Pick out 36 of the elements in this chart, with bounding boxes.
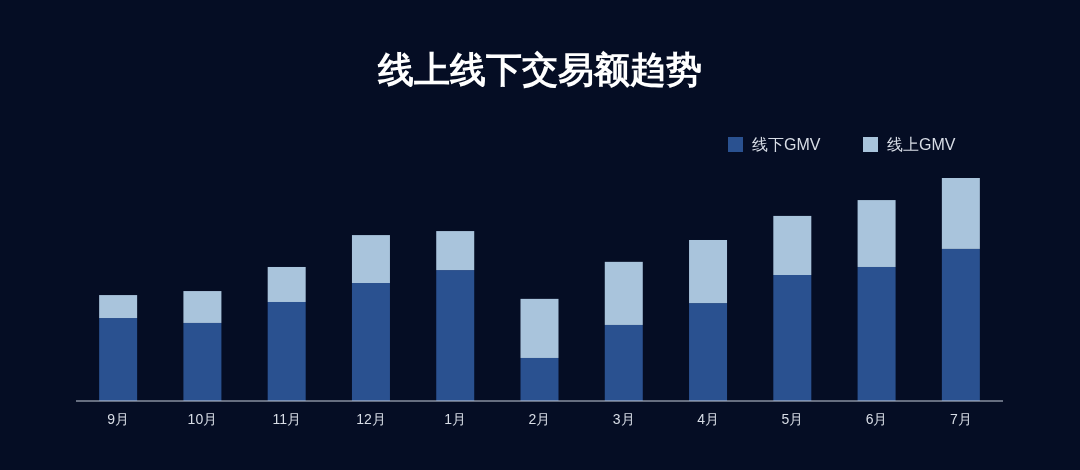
bar [689,303,728,401]
bar [99,295,138,319]
chart-title: 线上线下交易额趋势 [377,49,702,90]
bar [773,275,812,401]
bar [99,318,138,401]
x-tick-label: 7月 [949,411,972,427]
x-tick-label: 9月 [107,411,130,427]
bar [267,266,306,302]
bar [857,266,896,401]
x-tick-label: 6月 [865,411,888,427]
bar [604,324,643,401]
bar [604,261,643,325]
bar [183,291,222,323]
bar [520,298,559,358]
bar [941,178,980,249]
bar [436,231,475,271]
bar [436,270,475,401]
bar [267,301,306,401]
x-tick-label: 12月 [356,411,386,427]
bar [183,322,222,401]
bar [351,235,390,284]
bar [941,248,980,401]
x-tick-label: 11月 [272,411,301,427]
x-tick-label: 5月 [781,411,804,427]
legend-label: 线上GMV [887,136,956,153]
x-tick-label: 1月 [444,411,467,427]
x-tick-label: 3月 [612,411,635,427]
x-tick-label: 2月 [528,411,551,427]
bar [773,215,812,276]
bar [857,200,896,267]
legend-label: 线下GMV [752,136,821,153]
bar [351,283,390,401]
bar [520,357,559,401]
x-tick-label: 4月 [697,411,719,427]
x-tick-label: 10月 [187,411,218,427]
bar [689,239,728,304]
